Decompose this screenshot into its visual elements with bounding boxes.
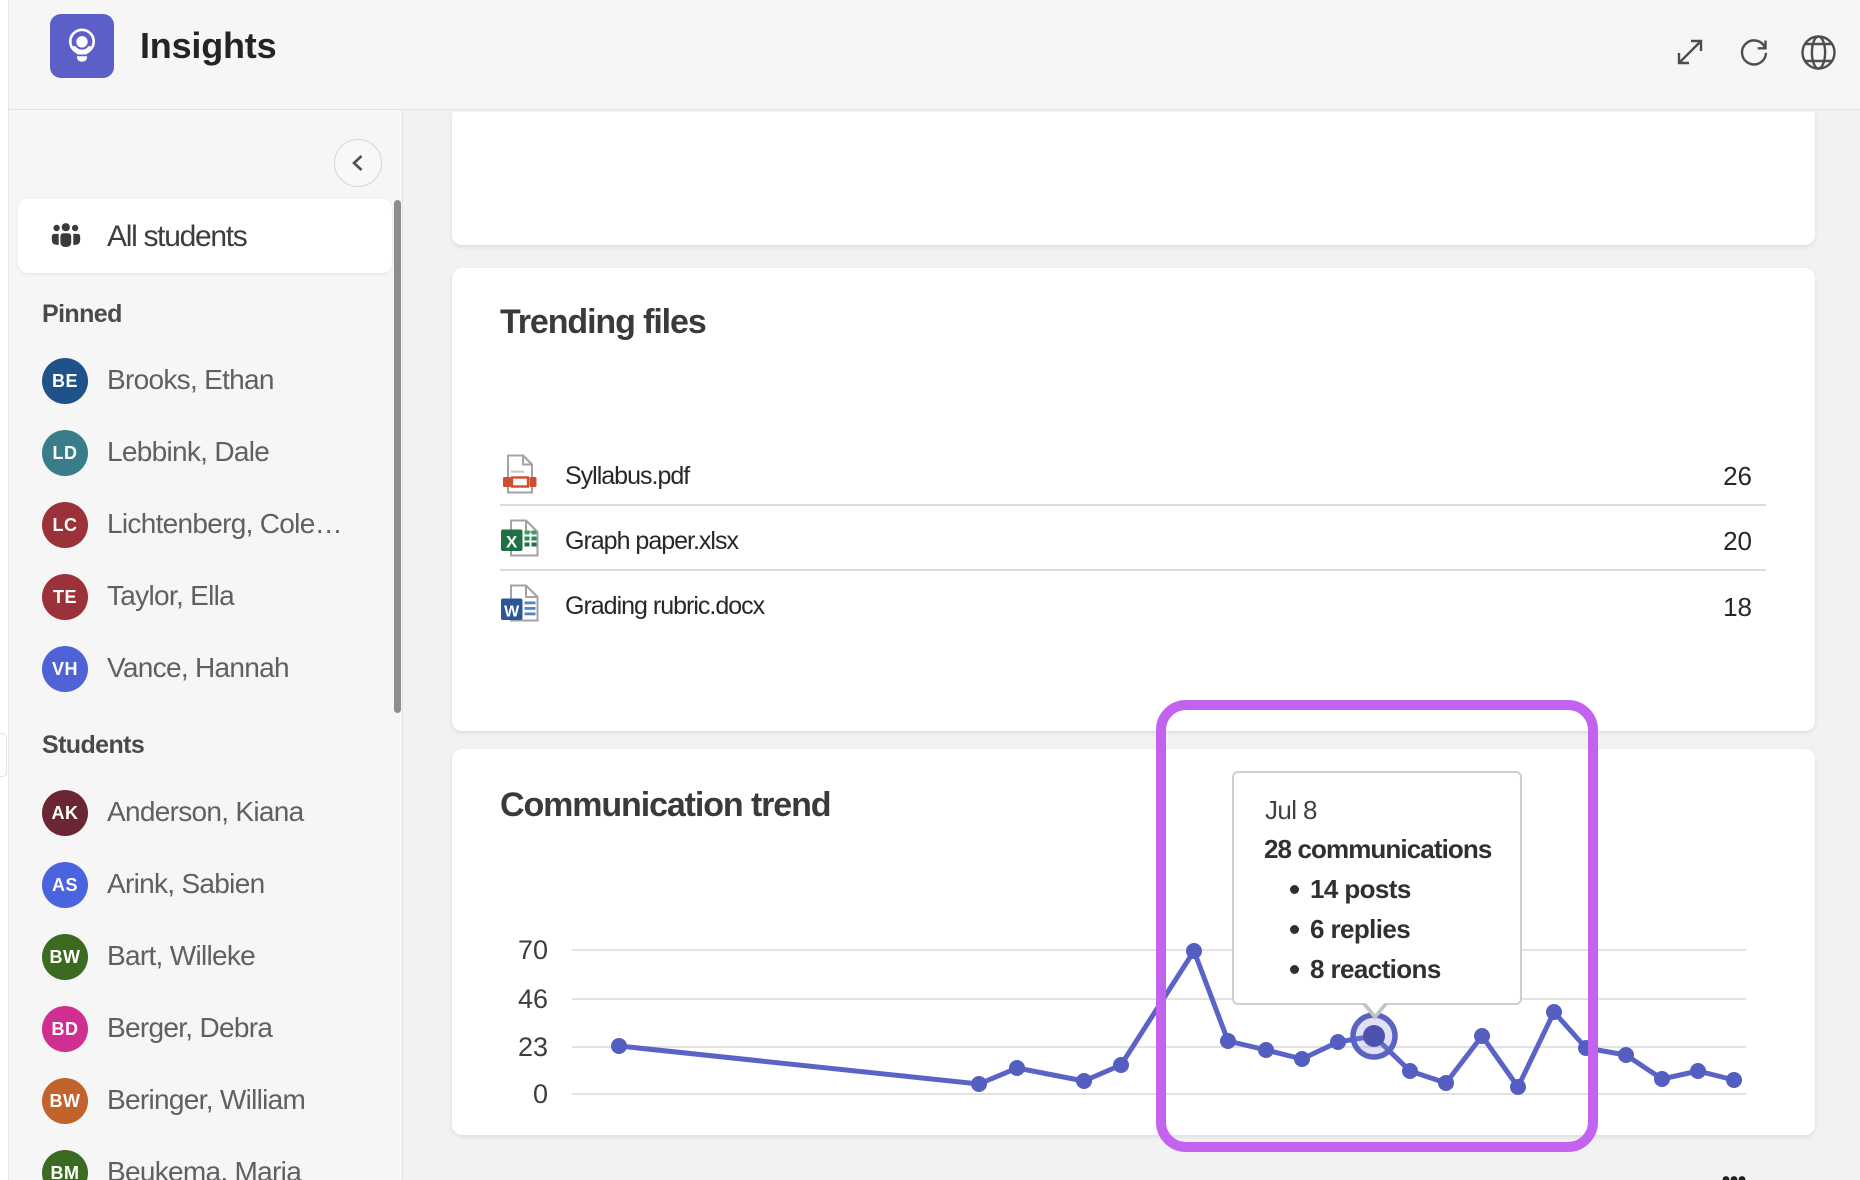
svg-text:70: 70 [518, 935, 548, 965]
svg-text:23: 23 [518, 1032, 548, 1062]
svg-text:W: W [504, 604, 520, 621]
svg-text:46: 46 [518, 984, 548, 1014]
svg-text:0: 0 [533, 1079, 548, 1109]
svg-text:X: X [506, 533, 518, 552]
